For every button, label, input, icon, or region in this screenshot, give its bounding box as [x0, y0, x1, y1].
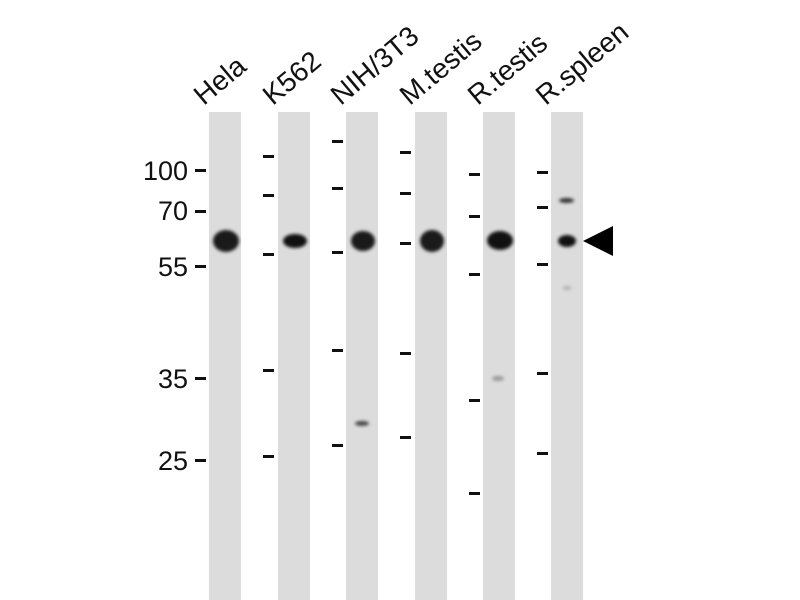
- marker-tick: [537, 452, 548, 455]
- marker-tick: [332, 140, 343, 143]
- marker-tick: [400, 242, 411, 245]
- marker-tick: [469, 215, 480, 218]
- band: [283, 234, 307, 248]
- band: [351, 231, 375, 251]
- band: [563, 286, 571, 290]
- marker-tick: [263, 369, 274, 372]
- marker-tick: [332, 349, 343, 352]
- marker-tick: [469, 273, 480, 276]
- marker-tick: [195, 169, 206, 172]
- marker-tick: [537, 263, 548, 266]
- marker-tick: [469, 173, 480, 176]
- marker-tick: [469, 492, 480, 495]
- marker-label-35: 35: [157, 364, 188, 394]
- band: [492, 376, 504, 381]
- lane-label-k562: K562: [256, 44, 327, 111]
- lane-m-testis: [415, 112, 447, 600]
- lane-nih3t3: [346, 112, 378, 600]
- marker-tick: [332, 251, 343, 254]
- marker-tick: [400, 436, 411, 439]
- lane-r-testis: [483, 112, 515, 600]
- marker-label-25: 25: [157, 446, 188, 476]
- marker-tick: [332, 187, 343, 190]
- marker-tick: [195, 377, 206, 380]
- marker-tick: [195, 459, 206, 462]
- marker-tick: [400, 151, 411, 154]
- band: [213, 230, 239, 252]
- marker-tick: [195, 210, 206, 213]
- marker-tick: [537, 372, 548, 375]
- marker-tick: [537, 171, 548, 174]
- band: [487, 231, 513, 250]
- marker-tick: [263, 155, 274, 158]
- lane-label-r-spleen: R.spleen: [529, 15, 635, 111]
- marker-tick: [400, 192, 411, 195]
- marker-tick: [469, 399, 480, 402]
- marker-label-100: 100: [142, 156, 188, 186]
- band: [355, 421, 369, 426]
- marker-label-70: 70: [157, 196, 188, 226]
- marker-tick: [537, 206, 548, 209]
- band: [558, 235, 576, 247]
- band: [559, 198, 574, 203]
- marker-tick: [195, 265, 206, 268]
- lane-hela: [209, 112, 241, 600]
- marker-tick: [263, 455, 274, 458]
- target-band-arrow-icon: [583, 226, 613, 256]
- marker-tick: [400, 352, 411, 355]
- marker-tick: [263, 253, 274, 256]
- lane-r-spleen: [551, 112, 583, 600]
- band: [420, 230, 444, 252]
- marker-label-55: 55: [157, 252, 188, 282]
- marker-tick: [263, 194, 274, 197]
- lane-k562: [278, 112, 310, 600]
- marker-tick: [332, 444, 343, 447]
- lane-label-hela: Hela: [187, 49, 252, 111]
